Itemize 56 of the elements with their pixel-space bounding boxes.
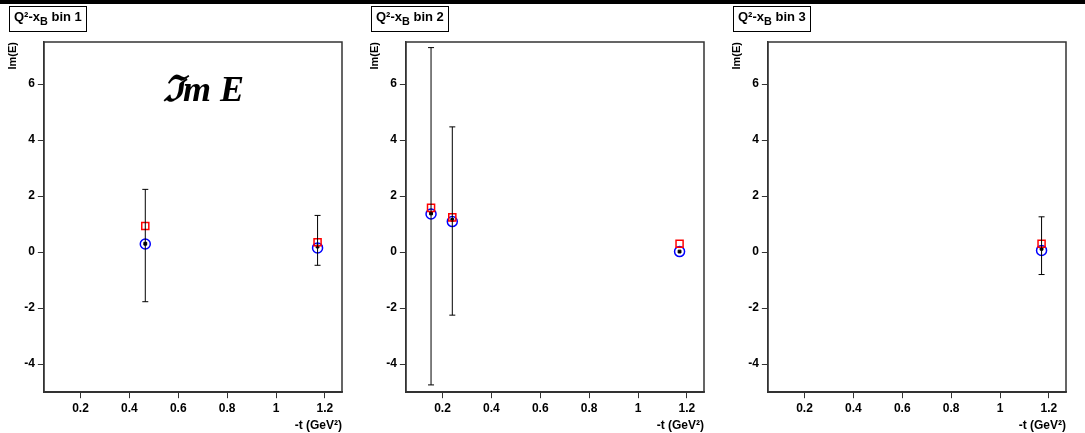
y-tick-label: 0 (390, 244, 398, 259)
x-tick-label: 1.2 (1040, 400, 1058, 415)
point (425, 208, 437, 220)
x-tick-label: 1 (634, 400, 642, 415)
y-tick-label: 6 (390, 76, 398, 91)
y-axis-title: Im(E) (367, 41, 380, 70)
x-tick-label: 0.2 (796, 400, 814, 415)
y-tick-label: 2 (752, 188, 760, 203)
y-tick-label: -2 (386, 300, 398, 315)
y-tick-label: -4 (386, 356, 398, 371)
y-axis-title: Im(E) (729, 41, 742, 70)
y-tick-label: 6 (28, 76, 36, 91)
x-tick-label: 1.2 (678, 400, 696, 415)
x-tick-label: 0.2 (72, 400, 90, 415)
point (673, 245, 686, 258)
chart-title: Q²-x$_{B}$ bin 1 (9, 6, 87, 32)
y-tick-label: -2 (24, 300, 36, 315)
point (141, 221, 150, 231)
y-tick-label: 4 (390, 132, 398, 147)
x-tick-label: 0.4 (845, 400, 863, 415)
y-tick-label: 2 (390, 188, 398, 203)
y-tick-label: 4 (28, 132, 36, 147)
annotation: ℑm E (163, 69, 245, 110)
point (139, 238, 152, 250)
x-tick-label: 0.6 (893, 400, 911, 415)
y-tick-label: 6 (752, 76, 760, 91)
x-tick-label: 1.2 (316, 400, 334, 415)
y-tick-label: 4 (752, 132, 760, 147)
y-tick-label: -4 (748, 356, 760, 371)
x-tick-label: 0.2 (434, 400, 452, 415)
point (426, 203, 436, 213)
point (313, 238, 322, 247)
x-tick-label: 0.8 (942, 400, 960, 415)
x-axis-title: -t (GeV²) (656, 418, 704, 433)
y-axis-title: Im(E) (5, 41, 18, 70)
y-tick-label: 0 (28, 244, 36, 259)
x-axis-title: -t (GeV²) (294, 418, 342, 433)
point (311, 242, 324, 254)
point (675, 239, 684, 248)
x-axis-title: -t (GeV²) (1018, 418, 1066, 433)
x-tick-label: 0.8 (218, 400, 236, 415)
chart-title: Q²-x$_{B}$ bin 2 (371, 6, 449, 32)
x-tick-label: 0.8 (580, 400, 598, 415)
x-tick-label: 0.4 (121, 400, 139, 415)
x-tick-label: 1 (272, 400, 280, 415)
x-tick-label: 1 (996, 400, 1004, 415)
x-tick-label: 0.4 (483, 400, 501, 415)
y-tick-label: 2 (28, 188, 36, 203)
y-tick-label: -2 (748, 300, 760, 315)
chart-title: Q²-x$_{B}$ bin 3 (733, 6, 811, 32)
x-tick-label: 0.6 (531, 400, 549, 415)
x-tick-label: 0.6 (169, 400, 187, 415)
point (446, 215, 459, 228)
y-tick-label: 0 (752, 244, 760, 259)
y-tick-label: -4 (24, 356, 36, 371)
point (448, 213, 457, 222)
